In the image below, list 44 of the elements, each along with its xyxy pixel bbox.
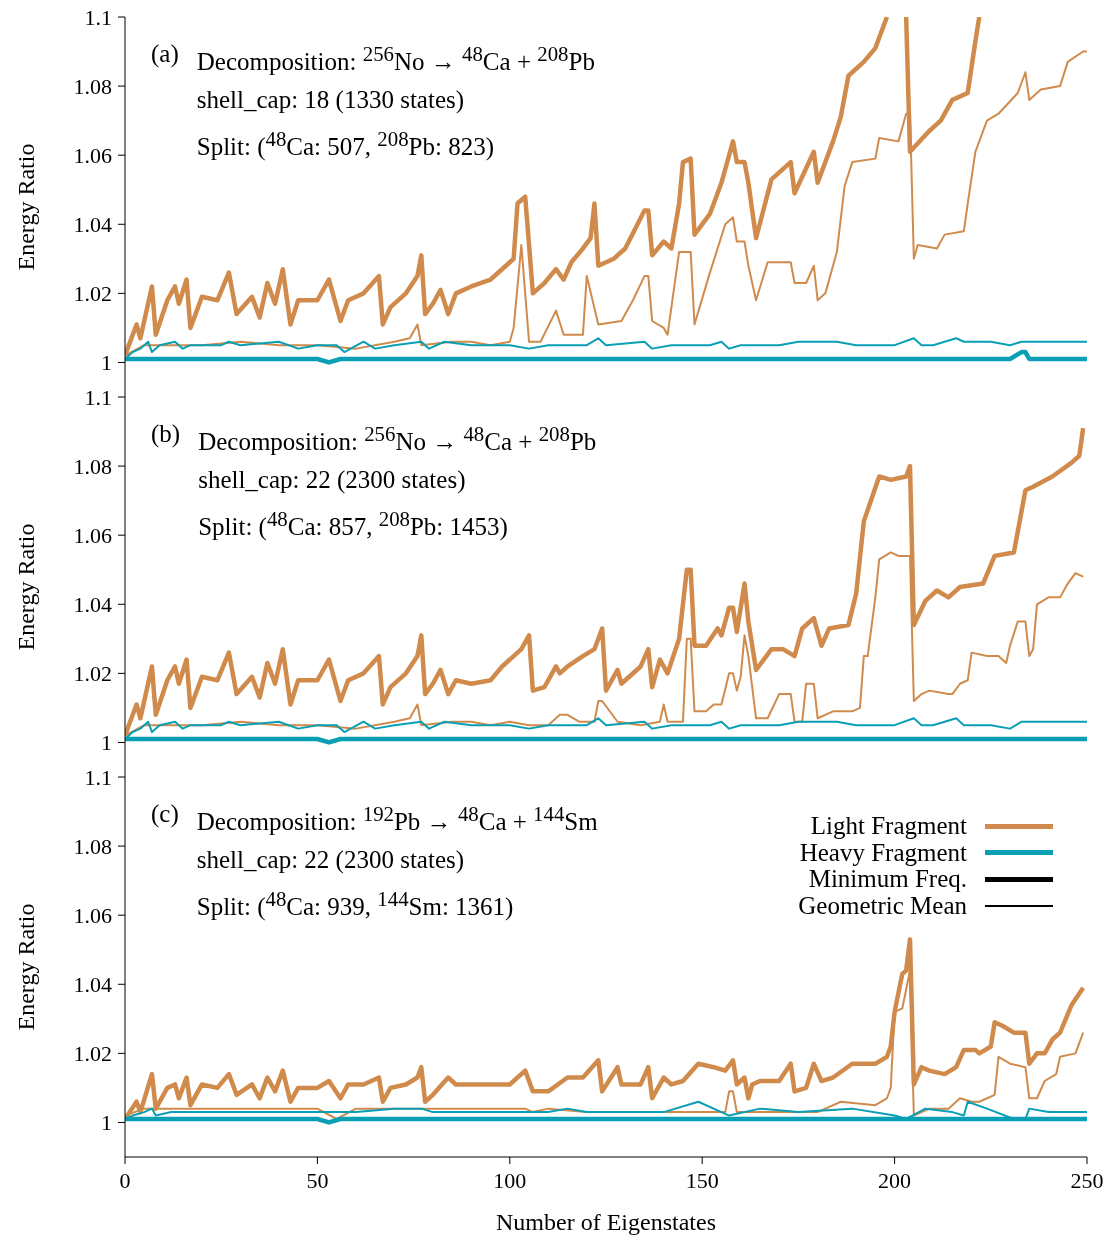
y-axis-title: Energy Ratio [12, 903, 39, 1031]
annotation: Decomposition: $^{192}$Pb → $^{48}$Ca + $^{144}$Sm [196, 802, 598, 836]
x-tick-label: 0 [119, 1167, 131, 1193]
y-tick-label: 1.06 [73, 902, 112, 928]
y-tick-label: 1 [101, 350, 112, 376]
x-tick-label: 50 [306, 1167, 329, 1193]
y-tick-label: 1.02 [73, 281, 112, 307]
x-tick-label: 100 [493, 1167, 527, 1193]
legend-label: Heavy Fragment [799, 838, 967, 866]
annotation: Geometric Mean [798, 891, 967, 919]
annotation: Split: ($^{48}$Ca: 939, $^{144}$Sm: 1361) [196, 886, 514, 920]
annotation: Decomposition: $^{256}$No → $^{48}$Ca + $^{208}$Pb [198, 422, 597, 456]
y-tick-label: 1 [101, 730, 112, 756]
y-tick-label: 1 [101, 1110, 112, 1136]
annotation: Split: ($^{48}$Ca: 857, $^{208}$Pb: 1453) [198, 506, 508, 540]
x-tick-label: 150 [685, 1167, 719, 1193]
y-tick-label: 1.1 [84, 4, 112, 30]
annotation: Split: ($^{48}$Ca: 507, $^{208}$Pb: 823) [196, 126, 494, 160]
y-tick-label: 1.06 [73, 142, 112, 168]
text: (a) [151, 40, 179, 67]
x-tick-label: 250 [1070, 1167, 1104, 1193]
x-axis-title: Number of Eigenstates [496, 1209, 716, 1235]
y-tick-label: 1.02 [73, 1041, 112, 1067]
annotation: shell_cap: 22 (2300 states) [196, 846, 465, 874]
y-tick-label: 1.04 [73, 212, 112, 238]
x-tick-label: 200 [878, 1167, 912, 1193]
y-tick-label: 1.04 [73, 972, 112, 998]
y-tick-label: 1.08 [73, 73, 112, 99]
y-tick-label: 1.08 [73, 453, 112, 479]
y-tick-label: 1.04 [73, 592, 112, 618]
y-tick-label: 1.1 [84, 764, 112, 790]
y-tick-label: 1.1 [84, 384, 112, 410]
y-axis-title: Energy Ratio [12, 523, 39, 651]
y-tick-label: 1.08 [73, 833, 112, 859]
y-tick-label: 1.02 [73, 661, 112, 687]
y-tick-label: 1.06 [73, 522, 112, 548]
annotation: Minimum Freq. [808, 865, 967, 893]
annotation: shell_cap: 18 (1330 states) [196, 86, 465, 114]
text: (c) [151, 800, 179, 827]
legend-label: Light Fragment [810, 812, 967, 840]
text: (b) [151, 420, 181, 447]
annotation: shell_cap: 22 (2300 states) [198, 466, 466, 494]
y-axis-title: Energy Ratio [12, 143, 39, 271]
annotation: Decomposition: $^{256}$No → $^{48}$Ca + $^{208}$Pb [196, 42, 595, 76]
